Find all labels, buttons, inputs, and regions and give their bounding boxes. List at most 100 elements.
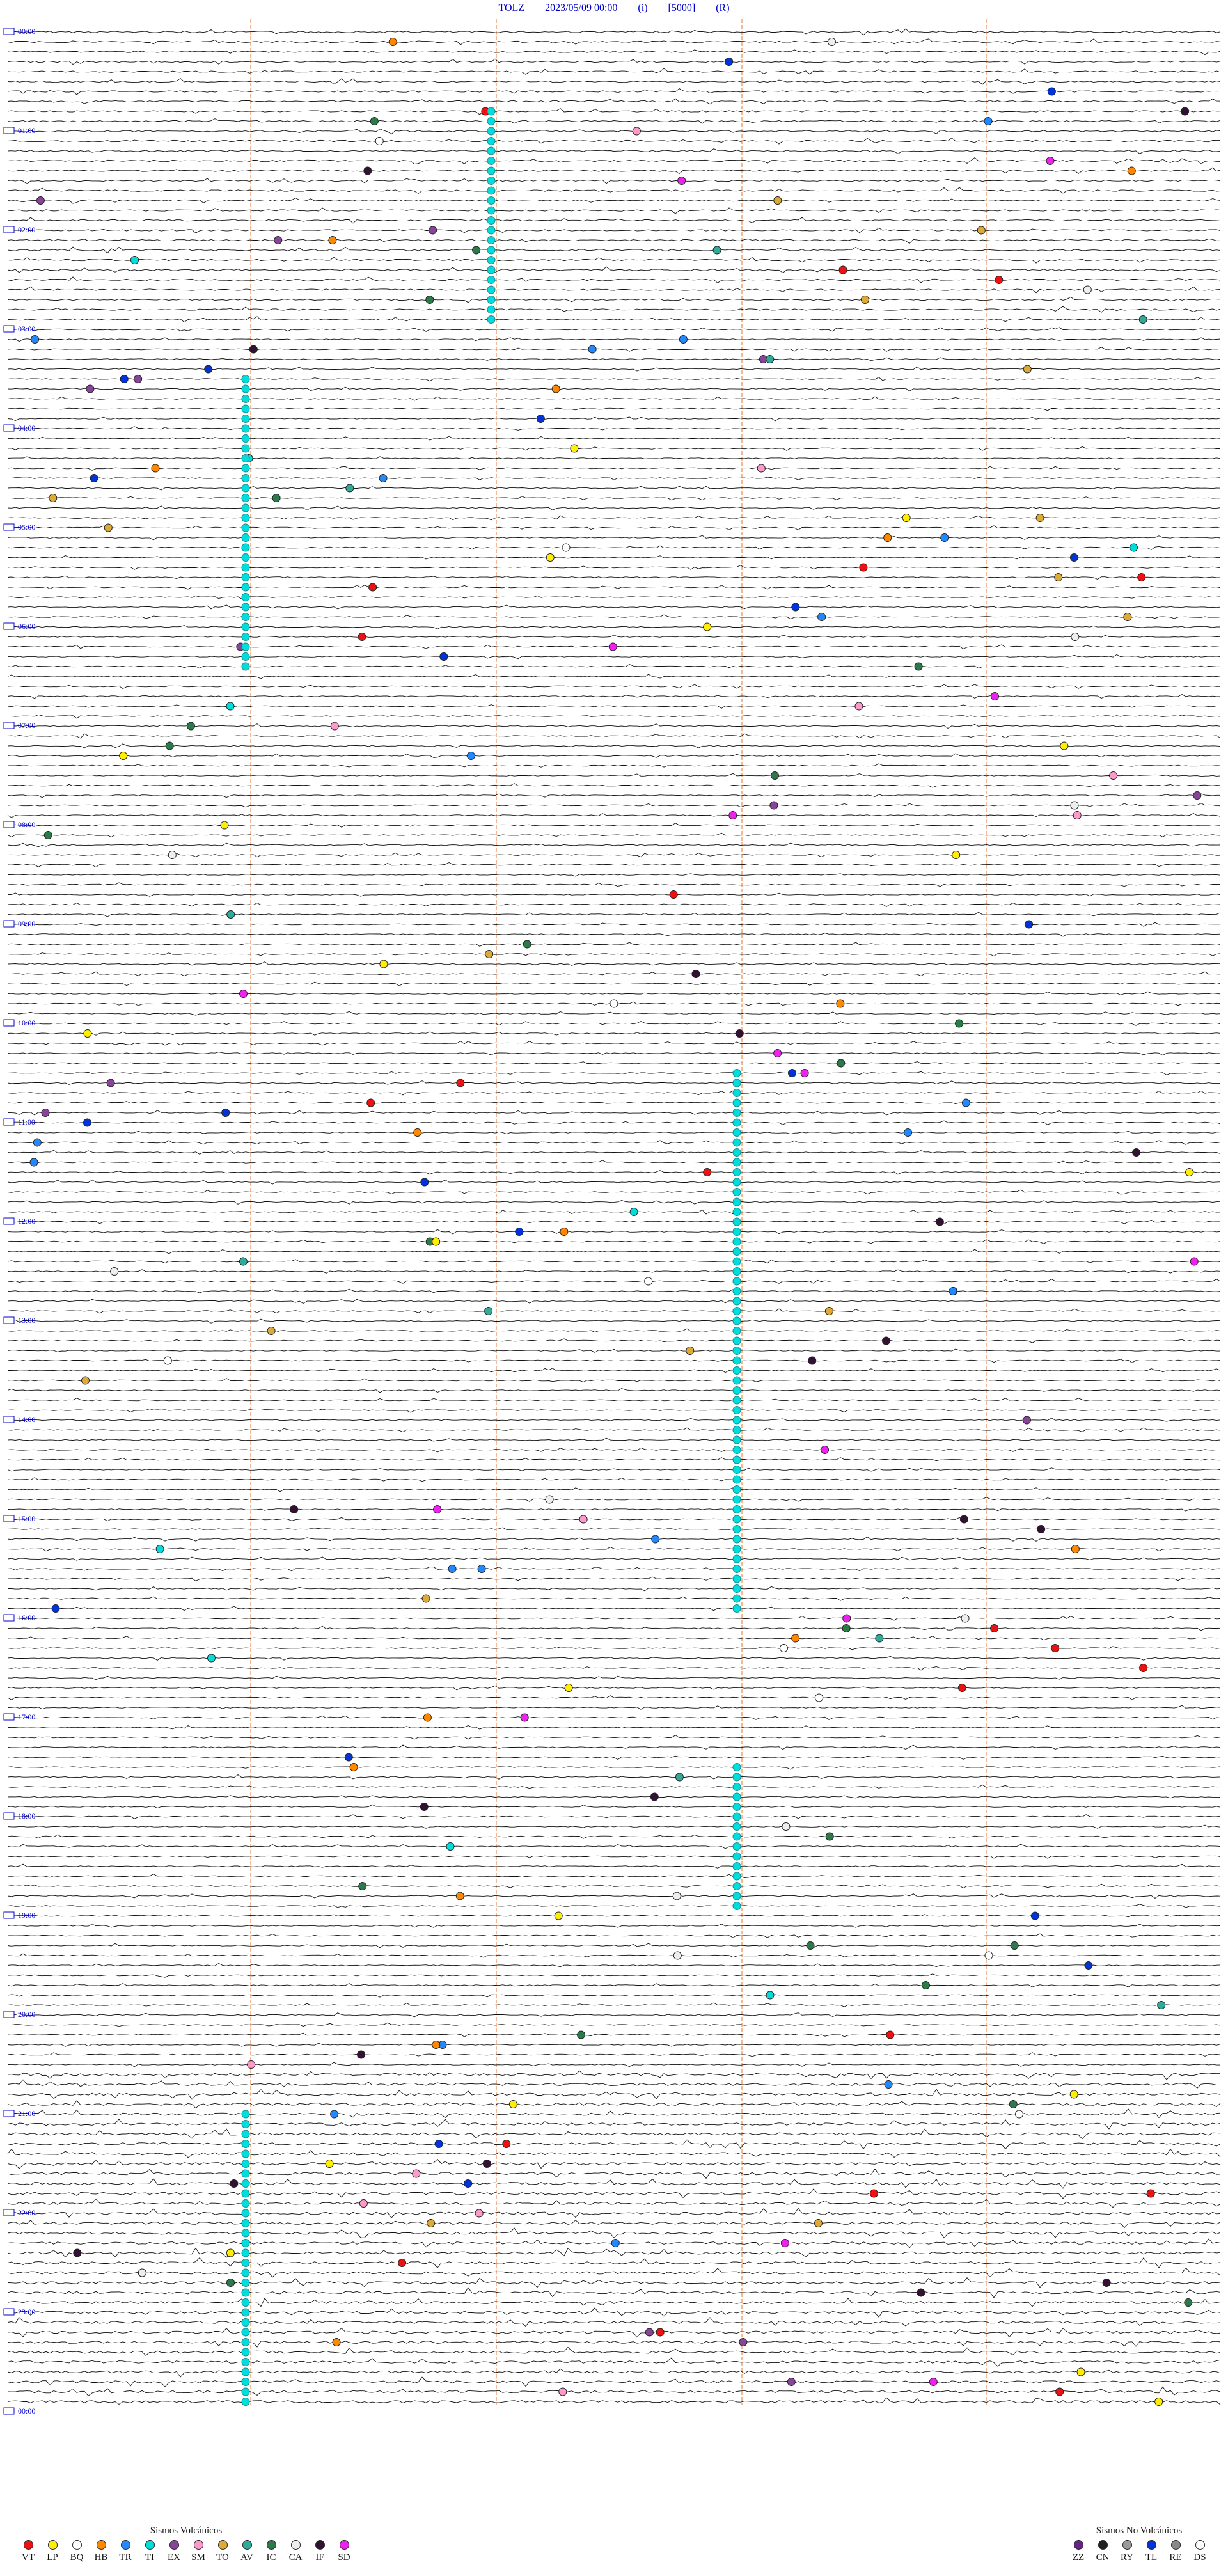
- trace-line: [7, 1299, 1221, 1304]
- trace-line: [7, 743, 1221, 748]
- event-marker: [1047, 87, 1056, 96]
- event-marker: [104, 523, 113, 532]
- trace-line: [7, 1784, 1221, 1789]
- legend-nonvolcanic-title: Sismos No Volcánicos: [1096, 2525, 1183, 2536]
- event-marker: [961, 1614, 970, 1623]
- trace-line: [7, 227, 1221, 233]
- event-marker: [487, 196, 496, 205]
- trace-line: [7, 505, 1221, 510]
- event-marker: [883, 533, 892, 542]
- event-marker: [608, 642, 617, 651]
- event-marker: [487, 256, 496, 264]
- event-marker: [1070, 801, 1079, 810]
- event-marker: [1076, 2367, 1085, 2376]
- trace-line: [7, 316, 1221, 323]
- legend-code: TI: [145, 2552, 155, 2563]
- event-marker: [739, 2338, 748, 2346]
- event-marker: [83, 1118, 91, 1127]
- time-marker: [3, 325, 15, 333]
- trace-line: [7, 873, 1221, 877]
- event-marker: [732, 1565, 741, 1573]
- event-marker: [1132, 1148, 1141, 1157]
- trace-line: [7, 2397, 1221, 2405]
- event-marker: [467, 752, 475, 760]
- event-marker: [1146, 2189, 1155, 2198]
- event-marker: [732, 1426, 741, 1434]
- event-marker: [787, 2378, 796, 2386]
- trace-line: [7, 286, 1221, 294]
- event-marker: [187, 722, 195, 731]
- trace-line: [7, 842, 1221, 848]
- legend-dot-icon: [96, 2540, 106, 2550]
- event-marker: [455, 1892, 464, 1900]
- event-marker: [870, 2189, 878, 2198]
- trace-line: [7, 1527, 1221, 1531]
- event-marker: [106, 1079, 115, 1087]
- event-marker: [732, 1803, 741, 1811]
- trace-line: [7, 1874, 1221, 1879]
- event-marker: [241, 2199, 250, 2208]
- event-marker: [485, 950, 494, 958]
- event-marker: [487, 157, 496, 165]
- event-marker: [249, 345, 258, 354]
- event-marker: [828, 38, 836, 46]
- event-marker: [332, 2338, 341, 2346]
- event-marker: [358, 633, 366, 641]
- event-marker: [1015, 2110, 1023, 2119]
- event-marker: [732, 1138, 741, 1147]
- event-marker: [732, 1842, 741, 1851]
- event-marker: [949, 1287, 957, 1295]
- event-marker: [241, 583, 250, 592]
- event-marker: [732, 1148, 741, 1157]
- trace-line: [7, 1328, 1221, 1333]
- event-marker: [241, 2140, 250, 2148]
- event-marker: [241, 464, 250, 473]
- event-marker: [732, 1783, 741, 1791]
- event-marker: [241, 2308, 250, 2317]
- event-marker: [579, 1515, 588, 1524]
- event-marker: [43, 831, 52, 839]
- event-marker: [241, 2288, 250, 2297]
- trace-line: [7, 2158, 1221, 2169]
- legend-item-ds: DS: [1191, 2540, 1209, 2563]
- trace-line: [7, 1359, 1221, 1363]
- legend-item-sm: SM: [189, 2540, 207, 2563]
- trace-line: [7, 276, 1221, 283]
- event-marker: [732, 1822, 741, 1831]
- event-marker: [241, 2318, 250, 2327]
- trace-line: [7, 1993, 1221, 1998]
- event-marker: [241, 375, 250, 383]
- event-marker: [1055, 2387, 1064, 2396]
- event-marker: [226, 910, 235, 919]
- event-marker: [712, 246, 721, 255]
- event-marker: [432, 1237, 441, 1246]
- event-marker: [651, 1535, 660, 1544]
- event-marker: [1154, 2398, 1163, 2406]
- event-marker: [995, 276, 1004, 284]
- event-marker: [1069, 2090, 1078, 2099]
- legend-item-re: RE: [1167, 2540, 1185, 2563]
- trace-line: [7, 1517, 1221, 1522]
- trace-line: [7, 1705, 1221, 1710]
- event-marker: [732, 1247, 741, 1256]
- time-marker: [3, 920, 15, 928]
- trace-line: [7, 68, 1221, 75]
- trace-line: [7, 1179, 1221, 1185]
- trace-line: [7, 595, 1221, 599]
- event-marker: [551, 384, 560, 393]
- event-marker: [241, 2130, 250, 2138]
- time-marker: [3, 821, 15, 828]
- event-marker: [433, 1505, 442, 1513]
- trace-line: [7, 862, 1221, 868]
- trace-line: [7, 515, 1221, 521]
- trace-line: [7, 1983, 1221, 1987]
- event-marker: [1139, 1664, 1148, 1672]
- trace-line: [7, 1933, 1221, 1938]
- event-marker: [448, 1565, 457, 1573]
- event-marker: [1046, 157, 1055, 165]
- event-marker: [1190, 1257, 1199, 1266]
- event-marker: [806, 1941, 815, 1950]
- trace-line: [7, 1052, 1221, 1056]
- event-marker: [570, 444, 579, 453]
- flag-label: (i): [638, 3, 648, 13]
